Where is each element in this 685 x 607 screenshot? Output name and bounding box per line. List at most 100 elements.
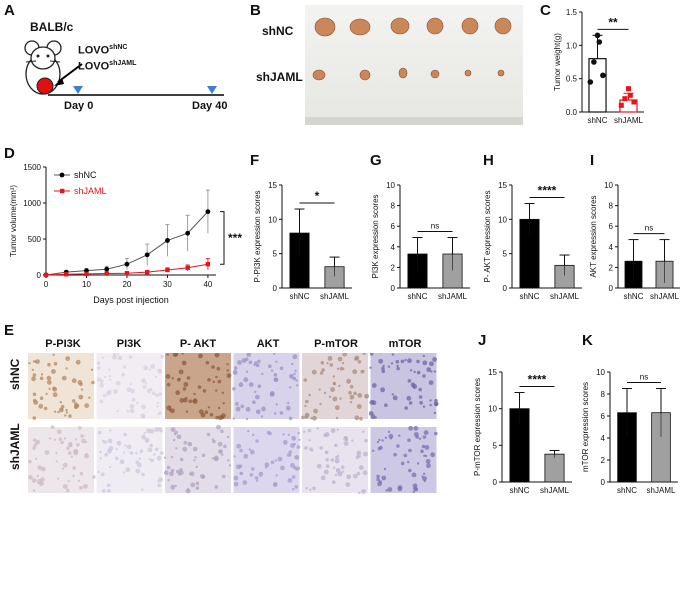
cell-nucleus	[65, 411, 69, 414]
y-tick-label: 2	[391, 263, 396, 272]
cell-nucleus	[44, 450, 50, 455]
bar	[588, 58, 607, 113]
cell-nucleus	[126, 387, 132, 393]
cell-nucleus	[124, 444, 127, 447]
cell-nucleus	[381, 369, 386, 374]
cell-nucleus	[379, 445, 383, 450]
cell-nucleus	[243, 377, 249, 383]
cell-nucleus	[179, 457, 184, 462]
ihc-row-label-shjaml: shJAML	[8, 423, 22, 470]
timeline	[48, 86, 224, 96]
cell-nucleus	[339, 366, 344, 371]
cell-nucleus	[215, 389, 218, 392]
cell-nucleus	[406, 395, 412, 401]
y-tick-label: 10	[604, 181, 613, 190]
cell-nucleus	[326, 362, 329, 365]
y-tick-label: 4	[391, 243, 396, 252]
cell-nucleus	[381, 366, 385, 371]
cell-nucleus	[327, 356, 333, 361]
cell-nucleus	[189, 472, 192, 476]
cell-nucleus	[290, 463, 295, 468]
cell-nucleus	[156, 401, 159, 405]
y-tick-label: 4	[601, 434, 606, 443]
cell-nucleus	[382, 364, 385, 368]
cell-nucleus	[60, 404, 65, 409]
data-point	[627, 92, 633, 98]
cell-nucleus	[157, 427, 163, 432]
cell-nucleus	[106, 483, 111, 488]
cell-nucleus	[378, 480, 383, 484]
cell-nucleus	[150, 364, 156, 369]
cell-nucleus	[372, 449, 375, 452]
data-point	[618, 102, 624, 108]
cell-nucleus	[275, 403, 278, 406]
cell-nucleus	[248, 382, 254, 387]
cell-nucleus	[235, 406, 241, 412]
cell-nucleus	[158, 368, 162, 372]
cell-nucleus	[245, 417, 249, 421]
cell-nucleus	[275, 360, 278, 363]
cell-nucleus	[75, 403, 80, 408]
cell-nucleus	[163, 456, 167, 459]
cell-nucleus	[115, 380, 121, 386]
cell-nucleus	[345, 482, 351, 487]
cell-nucleus	[408, 401, 413, 405]
cell-nucleus	[304, 412, 310, 418]
cell-nucleus	[395, 359, 400, 364]
cell-nucleus	[254, 390, 257, 394]
cell-nucleus	[65, 367, 68, 370]
cell-nucleus	[273, 377, 278, 382]
cell-nucleus	[56, 477, 60, 480]
cell-nucleus	[79, 382, 83, 386]
x-tick-label: 20	[122, 280, 131, 289]
cell-nucleus	[238, 382, 244, 388]
ihc-image-grid	[28, 353, 439, 495]
cell-nucleus	[67, 451, 72, 455]
cell-nucleus	[388, 433, 394, 439]
cell-nucleus	[193, 392, 196, 396]
cell-nucleus	[279, 366, 284, 371]
cell-nucleus	[400, 461, 405, 466]
cell-nucleus	[149, 443, 154, 448]
group-name: LOVO	[78, 44, 110, 57]
cell-nucleus	[135, 468, 141, 474]
y-tick-label: 6	[391, 222, 396, 231]
cell-nucleus	[434, 431, 438, 436]
y-tick-label: 1.5	[566, 8, 578, 17]
cell-nucleus	[357, 393, 363, 398]
y-axis-label: mTOR expression scores	[581, 382, 590, 472]
cell-nucleus	[216, 424, 221, 430]
x-tick-label: shJAML	[614, 116, 643, 125]
cell-nucleus	[80, 388, 84, 391]
cell-nucleus	[287, 433, 291, 437]
cell-nucleus	[77, 479, 81, 482]
cell-nucleus	[369, 400, 375, 405]
cell-nucleus	[43, 406, 48, 411]
mouse-strain-label: BALB/c	[30, 20, 74, 34]
cell-nucleus	[214, 485, 219, 489]
cell-nucleus	[195, 481, 200, 486]
cell-nucleus	[426, 367, 432, 373]
cell-nucleus	[334, 473, 338, 477]
significance-label: ****	[538, 184, 557, 198]
cell-nucleus	[280, 465, 285, 471]
cell-nucleus	[217, 441, 223, 447]
cell-nucleus	[430, 452, 435, 458]
cell-nucleus	[311, 369, 317, 375]
cell-nucleus	[213, 456, 219, 462]
cell-nucleus	[48, 387, 51, 390]
cell-nucleus	[359, 416, 363, 421]
y-tick-label: 1000	[23, 199, 41, 208]
y-tick-label: 0	[503, 284, 508, 293]
x-tick-label: shJAML	[650, 292, 679, 301]
cell-nucleus	[245, 406, 251, 412]
cell-nucleus	[163, 470, 169, 476]
cell-nucleus	[349, 384, 354, 389]
y-tick-label: 0.0	[566, 108, 578, 117]
cell-nucleus	[39, 396, 44, 400]
cell-nucleus	[312, 486, 316, 491]
cell-nucleus	[228, 464, 232, 467]
cell-nucleus	[311, 449, 314, 452]
cell-nucleus	[408, 468, 412, 473]
cell-nucleus	[135, 452, 138, 455]
